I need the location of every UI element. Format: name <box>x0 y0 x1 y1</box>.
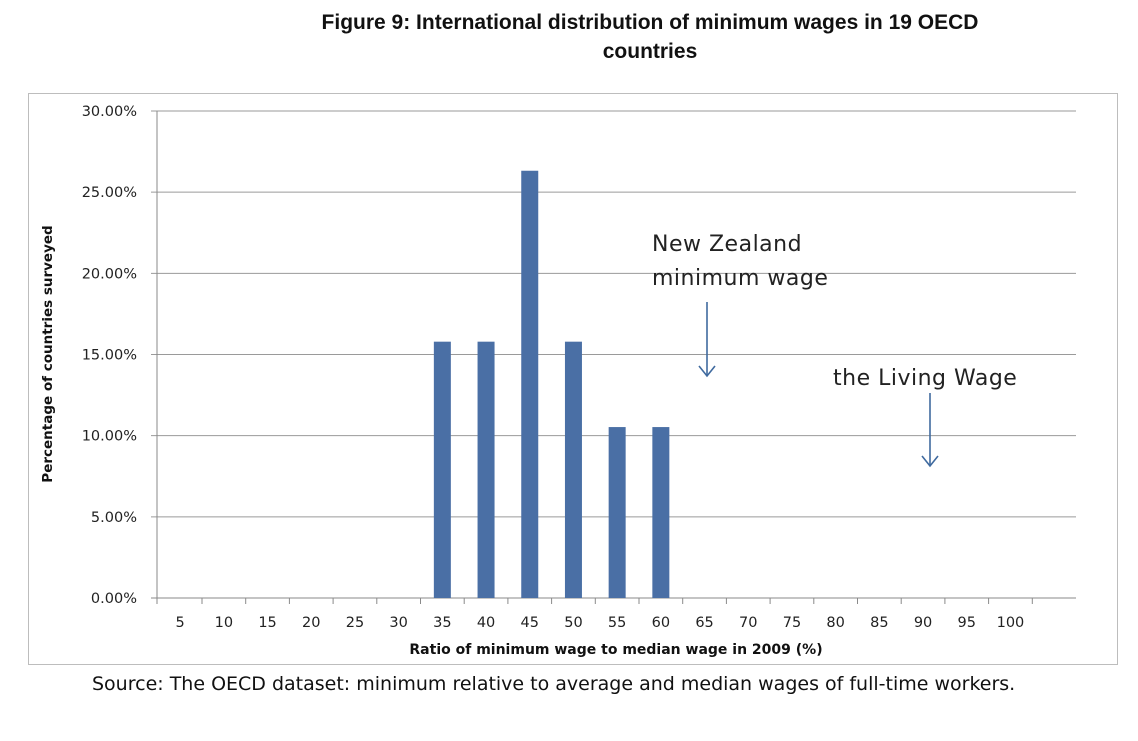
x-tick-label: 10 <box>215 615 233 631</box>
x-tick-label: 65 <box>695 615 713 631</box>
x-tick-label: 20 <box>302 615 320 631</box>
y-tick-label: 5.00% <box>91 510 137 526</box>
arrow-head-icon <box>921 455 939 468</box>
x-tick-label: 35 <box>433 615 451 631</box>
annotation-label: New Zealand <box>652 232 802 257</box>
y-tick-label: 15.00% <box>82 348 137 364</box>
x-tick-label: 80 <box>826 615 844 631</box>
bar-40 <box>477 341 495 598</box>
source-note: Source: The OECD dataset: minimum relati… <box>92 673 1016 695</box>
arrow-head-icon <box>698 365 716 378</box>
x-tick-label: 90 <box>914 615 932 631</box>
figure-title-line-2: countries <box>602 40 698 63</box>
bar-45 <box>521 170 539 599</box>
x-tick-label: 85 <box>870 615 888 631</box>
x-tick-label: 15 <box>258 615 276 631</box>
y-tick-label: 10.00% <box>82 429 137 445</box>
x-tick-label: 45 <box>521 615 539 631</box>
x-tick-label: 30 <box>389 615 407 631</box>
y-tick-label: 0.00% <box>91 591 137 607</box>
annotation-label: the Living Wage <box>833 366 1017 391</box>
x-tick-label: 55 <box>608 615 626 631</box>
y-tick-label: 30.00% <box>82 104 137 120</box>
bar-35 <box>433 341 451 598</box>
y-tick-label: 20.00% <box>82 266 137 282</box>
bar-55 <box>608 427 626 598</box>
x-tick-label: 70 <box>739 615 757 631</box>
figure-title-line-1: Figure 9: International distribution of … <box>321 11 979 34</box>
x-tick-label: 100 <box>997 615 1025 631</box>
x-axis-label: Ratio of minimum wage to median wage in … <box>409 642 822 658</box>
x-tick-label: 75 <box>783 615 801 631</box>
x-tick-label: 50 <box>564 615 582 631</box>
y-axis-label: Percentage of countries surveyed <box>40 225 56 482</box>
x-tick-label: 25 <box>346 615 364 631</box>
bar-50 <box>564 341 582 598</box>
bar-60 <box>652 427 670 598</box>
y-tick-label: 25.00% <box>82 185 137 201</box>
x-tick-label: 5 <box>176 615 185 631</box>
figure-title: Figure 9: International distribution of … <box>200 8 1100 66</box>
annotation-label: minimum wage <box>652 266 828 291</box>
x-tick-label: 60 <box>652 615 670 631</box>
x-tick-label: 95 <box>958 615 976 631</box>
x-tick-label: 40 <box>477 615 495 631</box>
